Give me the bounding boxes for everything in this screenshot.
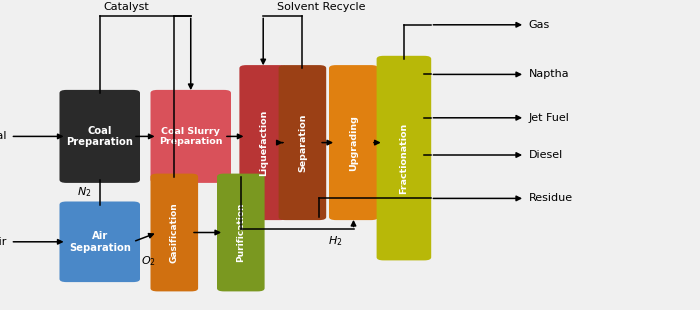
Text: Purification: Purification <box>237 203 245 262</box>
FancyBboxPatch shape <box>60 90 140 183</box>
Text: Air
Separation: Air Separation <box>69 231 131 253</box>
Text: Diesel: Diesel <box>528 150 563 160</box>
Text: $O_2$: $O_2$ <box>141 254 156 268</box>
Text: Coal: Coal <box>0 131 7 141</box>
FancyBboxPatch shape <box>377 56 431 260</box>
Text: Separation: Separation <box>298 113 307 172</box>
Text: Naptha: Naptha <box>528 69 569 79</box>
Text: $H_2$: $H_2$ <box>328 234 343 248</box>
Text: $N_2$: $N_2$ <box>77 185 92 199</box>
Text: Liquefaction: Liquefaction <box>259 109 267 176</box>
FancyBboxPatch shape <box>329 65 378 220</box>
FancyBboxPatch shape <box>150 174 198 291</box>
FancyBboxPatch shape <box>150 90 231 183</box>
Text: Catalyst: Catalyst <box>104 2 149 12</box>
FancyBboxPatch shape <box>60 202 140 282</box>
FancyBboxPatch shape <box>239 65 287 220</box>
Text: Solvent Recycle: Solvent Recycle <box>277 2 365 12</box>
Text: Fractionation: Fractionation <box>400 122 408 194</box>
Text: Upgrading: Upgrading <box>349 115 358 171</box>
FancyBboxPatch shape <box>217 174 265 291</box>
Text: Gas: Gas <box>528 20 550 30</box>
FancyBboxPatch shape <box>279 65 326 220</box>
Text: Jet Fuel: Jet Fuel <box>528 113 569 123</box>
Text: Residue: Residue <box>528 193 573 203</box>
Text: Coal
Preparation: Coal Preparation <box>66 126 133 147</box>
Text: Coal Slurry
Preparation: Coal Slurry Preparation <box>159 127 223 146</box>
Text: Gasification: Gasification <box>170 202 178 263</box>
Text: Air: Air <box>0 237 7 247</box>
